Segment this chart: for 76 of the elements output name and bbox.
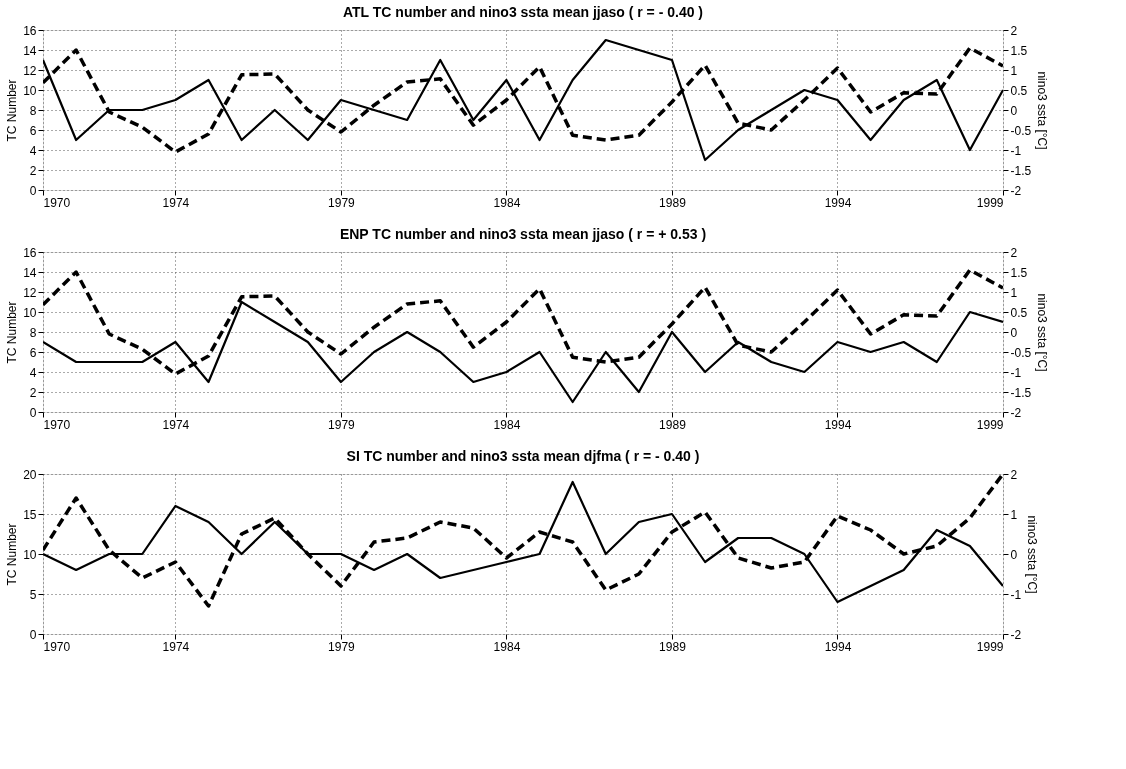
y2-tick-label: 2 — [1010, 467, 1018, 482]
y2-tick-label: 1.5 — [1010, 43, 1028, 58]
y2-tick-label: 0 — [1010, 547, 1018, 562]
y2-axis-title: nino3 ssta [°C] — [1035, 293, 1050, 372]
y2-tick-label: 0.5 — [1010, 83, 1028, 98]
y-tick-label: 14 — [23, 43, 37, 58]
y2-tick-label: 1 — [1010, 63, 1018, 78]
y-tick-label: 12 — [23, 63, 37, 78]
x-tick-label: 1999 — [976, 417, 1004, 432]
y-tick-label: 10 — [23, 83, 37, 98]
y2-tick-label: -0.5 — [1010, 345, 1032, 360]
y-axis-title: TC Number — [5, 79, 20, 142]
x-tick-label: 1984 — [493, 417, 521, 432]
y2-tick-label: -1 — [1010, 365, 1022, 380]
y-axis-title: TC Number — [5, 523, 20, 586]
y2-tick-label: -2 — [1010, 405, 1022, 420]
x-tick-label: 1989 — [659, 417, 687, 432]
y-tick-label: 12 — [23, 285, 37, 300]
y2-tick-label: 2 — [1010, 245, 1018, 260]
y2-axis-title: nino3 ssta [°C] — [1025, 515, 1040, 594]
y-tick-label: 16 — [23, 245, 37, 260]
y-tick-label: 2 — [29, 385, 37, 400]
x-tick-label: 1979 — [328, 195, 356, 210]
y2-tick-label: -1 — [1010, 587, 1022, 602]
x-tick-label: 1970 — [43, 417, 71, 432]
x-tick-label: 1979 — [328, 639, 356, 654]
y2-tick-label: -2 — [1010, 183, 1022, 198]
x-tick-label: 1994 — [824, 639, 852, 654]
chart-title: ATL TC number and nino3 ssta mean jjaso ( r = - 0.40 ) — [342, 4, 704, 20]
y-tick-label: 8 — [29, 325, 37, 340]
y2-tick-label: -1.5 — [1010, 385, 1032, 400]
chart-title: SI TC number and nino3 ssta mean djfma ( r = - 0.40 ) — [346, 448, 700, 464]
chart-title: ENP TC number and nino3 ssta mean jjaso ( r = + 0.53 ) — [339, 226, 707, 242]
x-tick-label: 1994 — [824, 195, 852, 210]
y2-tick-label: -0.5 — [1010, 123, 1032, 138]
y2-tick-label: 1 — [1010, 285, 1018, 300]
x-tick-label: 1999 — [976, 195, 1004, 210]
y-tick-label: 14 — [23, 265, 37, 280]
y2-tick-label: 1 — [1010, 507, 1018, 522]
x-tick-label: 1989 — [659, 639, 687, 654]
x-tick-label: 1989 — [659, 195, 687, 210]
y2-axis-title: nino3 ssta [°C] — [1035, 71, 1050, 150]
y-tick-label: 0 — [29, 183, 37, 198]
y-tick-label: 8 — [29, 103, 37, 118]
x-tick-label: 1970 — [43, 639, 71, 654]
y-tick-label: 16 — [23, 23, 37, 38]
y-tick-label: 4 — [29, 143, 37, 158]
y2-tick-label: -1 — [1010, 143, 1022, 158]
y-tick-label: 20 — [23, 467, 37, 482]
y2-tick-label: 0 — [1010, 325, 1018, 340]
y2-tick-label: 1.5 — [1010, 265, 1028, 280]
y2-tick-label: 2 — [1010, 23, 1018, 38]
x-tick-label: 1979 — [328, 417, 356, 432]
x-tick-label: 1974 — [162, 639, 190, 654]
y-tick-label: 10 — [23, 305, 37, 320]
x-tick-label: 1974 — [162, 417, 190, 432]
x-tick-label: 1974 — [162, 195, 190, 210]
y-tick-label: 4 — [29, 365, 37, 380]
y-tick-label: 2 — [29, 163, 37, 178]
y-tick-label: 10 — [23, 547, 37, 562]
y-tick-label: 15 — [23, 507, 37, 522]
x-tick-label: 1984 — [493, 639, 521, 654]
x-tick-label: 1984 — [493, 195, 521, 210]
y-axis-title: TC Number — [5, 301, 20, 364]
y-tick-label: 0 — [29, 627, 37, 642]
y2-tick-label: 0.5 — [1010, 305, 1028, 320]
y2-tick-label: 0 — [1010, 103, 1018, 118]
y-tick-label: 6 — [29, 123, 37, 138]
y-tick-label: 6 — [29, 345, 37, 360]
x-tick-label: 1970 — [43, 195, 71, 210]
y2-tick-label: -2 — [1010, 627, 1022, 642]
y-tick-label: 0 — [29, 405, 37, 420]
y2-tick-label: -1.5 — [1010, 163, 1032, 178]
y-tick-label: 5 — [29, 587, 37, 602]
x-tick-label: 1994 — [824, 417, 852, 432]
x-tick-label: 1999 — [976, 639, 1004, 654]
